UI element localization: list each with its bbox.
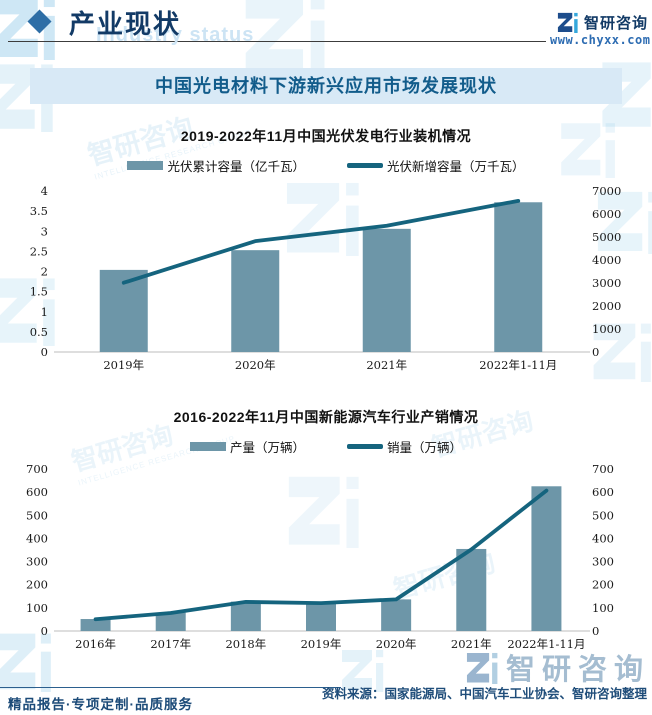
data-source-note: 资料来源：国家能源局、中国汽车工业协会、智研咨询整理 (321, 687, 647, 701)
trend-line (93, 488, 549, 622)
bar (456, 548, 487, 631)
legend-label: 光伏累计容量（亿千瓦） (167, 160, 305, 174)
pv-chart-legend: 光伏累计容量（亿千瓦） 光伏新增容量（万千瓦） (0, 156, 652, 175)
left-axis-tick: 700 (26, 462, 48, 476)
bar (494, 202, 543, 352)
bar-swatch-icon (189, 442, 226, 451)
right-axis-tick: 4000 (592, 253, 621, 267)
website-link[interactable]: www.chyxx.com (550, 33, 651, 47)
category-label: 2019年 (103, 358, 144, 372)
line-swatch-icon (347, 444, 383, 449)
category-label: 2021年 (451, 637, 492, 651)
category-label: 2021年 (366, 358, 407, 372)
left-axis-tick: 2.5 (30, 244, 48, 258)
left-axis-tick: 1.5 (30, 285, 48, 299)
header-ghost-text: Industry status (96, 24, 255, 46)
right-axis-tick: 100 (592, 601, 614, 615)
legend-item-bar: 光伏累计容量（亿千瓦） (127, 156, 305, 175)
left-axis-tick: 0 (41, 624, 48, 638)
pv-chart-plot: 4 3.5 3 2.5 2 1.5 1 0.5 0 7000 6000 5000 4000 3000 200… (0, 183, 652, 384)
left-axis-tick: 2 (41, 265, 48, 279)
left-axis-tick: 500 (26, 508, 48, 522)
bar (362, 228, 411, 352)
left-axis-tick: 1 (41, 305, 48, 319)
bar (231, 250, 280, 352)
right-axis-tick: 0 (592, 345, 599, 359)
category-label: 2022年1-11月 (507, 637, 585, 651)
footer-watermark: 智研咨询 (464, 646, 650, 688)
diamond-icon (27, 9, 52, 34)
bar (80, 619, 111, 631)
nev-chart-plot: 700 600 500 400 300 200 100 0 700 600 500 400 300 200… (0, 460, 652, 665)
legend-label: 销量（万辆） (387, 441, 463, 455)
legend-label: 产量（万辆） (229, 441, 305, 455)
right-axis-tick: 0 (592, 624, 599, 638)
page-title: 产业现状 (69, 9, 182, 39)
category-label: 2019年 (301, 637, 342, 651)
right-axis-tick: 600 (592, 485, 614, 499)
category-label: 2020年 (376, 637, 417, 651)
category-label: 2022年1-11月 (479, 358, 557, 372)
brand-logo-icon (556, 11, 578, 33)
right-axis-tick: 500 (592, 508, 614, 522)
left-axis-tick: 3.5 (30, 204, 48, 218)
nev-chart-title: 2016-2022年11月中国新能源汽车行业产销情况 (173, 409, 479, 425)
left-axis-tick: 0 (41, 345, 48, 359)
watermark-logo-icon (464, 650, 498, 684)
left-axis-tick: 4 (41, 184, 48, 198)
nev-chart-legend: 产量（万辆） 销量（万辆） (0, 437, 652, 456)
trend-line (121, 198, 521, 285)
left-axis-tick: 200 (26, 578, 48, 592)
bar-swatch-icon (127, 161, 164, 170)
left-axis-tick: 400 (26, 531, 48, 545)
right-axis-tick: 300 (592, 555, 614, 569)
left-axis-tick: 3 (41, 224, 48, 238)
watermark-logo-icon (0, 0, 56, 60)
right-axis-tick: 200 (592, 578, 614, 592)
bar (306, 602, 336, 631)
right-axis-tick: 6000 (592, 207, 621, 221)
brand-lockup: 智研咨询 (556, 11, 648, 33)
brand-name: 智研咨询 (584, 14, 649, 32)
category-label: 2017年 (150, 637, 191, 651)
right-axis-tick: 1000 (592, 322, 621, 336)
legend-item-line: 销量（万辆） (347, 437, 462, 456)
right-axis-tick: 7000 (592, 184, 621, 198)
legend-item-bar: 产量（万辆） (189, 437, 305, 456)
left-axis-tick: 0.5 (30, 325, 48, 339)
category-label: 2016年 (75, 637, 116, 651)
right-axis-tick: 2000 (592, 299, 621, 313)
legend-label: 光伏新增容量（万千瓦） (387, 160, 525, 174)
bar (155, 612, 186, 631)
category-label: 2018年 (225, 637, 266, 651)
left-axis-tick: 300 (26, 555, 48, 569)
right-axis-tick: 3000 (592, 276, 621, 290)
line-swatch-icon (347, 163, 383, 168)
bar (531, 486, 562, 631)
footer-divider (0, 687, 341, 688)
left-axis-tick: 600 (26, 485, 48, 499)
watermark-brand-text: 智研咨询 (506, 654, 651, 686)
bar (230, 601, 261, 631)
header-divider (8, 41, 546, 42)
left-axis-tick: 100 (26, 601, 48, 615)
right-axis-tick: 400 (592, 531, 614, 545)
legend-item-line: 光伏新增容量（万千瓦） (347, 156, 525, 175)
right-axis-tick: 5000 (592, 230, 621, 244)
right-axis-tick: 700 (592, 462, 614, 476)
footer-tagline: 精品报告·专项定制·品质服务 (8, 697, 193, 712)
bar (381, 599, 412, 631)
page-banner-title: 中国光电材料下游新兴应用市场发展现状 (30, 68, 622, 104)
category-label: 2020年 (235, 358, 276, 372)
pv-chart-title: 2019-2022年11月中国光伏发电行业装机情况 (180, 128, 472, 144)
